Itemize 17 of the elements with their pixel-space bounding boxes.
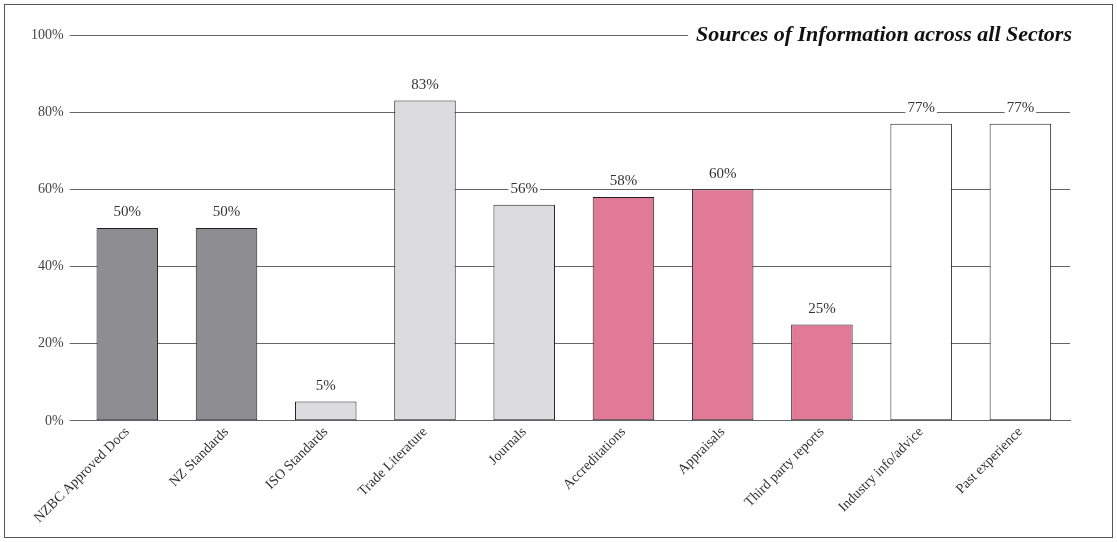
y-tick-label: 0% (44, 412, 64, 428)
y-tick-label: 100% (30, 26, 64, 42)
data-label: 50% (113, 203, 142, 220)
data-label: 60% (708, 164, 737, 181)
data-label: 56% (510, 180, 538, 197)
data-label: 77% (907, 99, 935, 116)
data-label: 77% (1006, 99, 1035, 116)
data-label: 5% (315, 376, 336, 393)
y-tick-label: 40% (37, 258, 64, 274)
y-tick-label: 20% (37, 335, 64, 351)
y-tick-label: 80% (37, 103, 64, 119)
data-label: 25% (808, 299, 836, 316)
data-label: 58% (609, 172, 638, 189)
data-label: 50% (212, 203, 241, 220)
chart-title: Sources of Information across all Sectors (696, 20, 1072, 46)
data-label: 83% (411, 76, 439, 93)
y-tick-label: 60% (37, 181, 64, 197)
